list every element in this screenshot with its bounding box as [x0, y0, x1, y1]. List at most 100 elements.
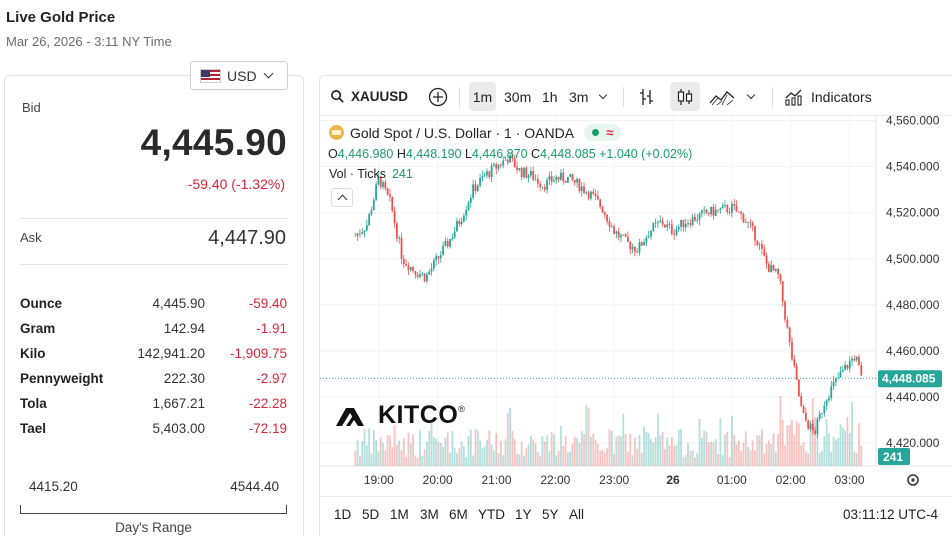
volume-bar — [788, 425, 791, 466]
unit-row: Tael 5,403.00 -72.19 — [20, 416, 287, 441]
candle-body — [449, 239, 451, 247]
range-1y[interactable]: 1Y — [515, 507, 532, 522]
interval-1h[interactable]: 1h — [542, 88, 558, 105]
candle-body — [689, 223, 692, 225]
volume-bar — [777, 433, 780, 466]
x-tick-label: 19:00 — [364, 473, 394, 487]
candle-body — [550, 176, 553, 182]
candle-body — [700, 210, 703, 214]
candle-body — [781, 281, 784, 302]
interval-30m[interactable]: 30m — [504, 88, 532, 105]
range-1d[interactable]: 1D — [334, 507, 352, 522]
range-1m[interactable]: 1M — [390, 507, 409, 522]
range-3m[interactable]: 3M — [420, 507, 439, 522]
collapse-legend-button[interactable] — [331, 188, 353, 207]
low-value: 4,446.870 — [471, 147, 528, 161]
candle-body — [731, 203, 733, 213]
unit-name: Pennyweight — [20, 371, 104, 386]
candle-body — [772, 264, 775, 271]
volume-bar — [499, 440, 502, 466]
ask-price: 4,447.90 — [208, 227, 286, 249]
unit-change: -72.19 — [248, 421, 287, 436]
volume-bar — [793, 434, 796, 466]
volume-bar — [668, 445, 671, 466]
last-volume-label: 241 — [883, 450, 903, 464]
volume-bar — [666, 437, 669, 466]
candle-body — [691, 216, 694, 225]
volume-bar — [453, 447, 456, 466]
volume-bar — [428, 431, 431, 466]
range-6m[interactable]: 6M — [449, 507, 468, 522]
candle-body — [636, 251, 639, 253]
volume-bar — [592, 433, 595, 466]
volume-bar — [555, 455, 558, 466]
volume-bar — [458, 448, 461, 466]
candle-body — [365, 225, 368, 231]
volume-bar — [830, 451, 833, 466]
volume-bar — [633, 437, 636, 466]
range-5y[interactable]: 5Y — [542, 507, 559, 522]
low-label: L — [464, 147, 472, 161]
interval-1m[interactable]: 1m — [469, 82, 496, 111]
volume-bar — [449, 452, 451, 466]
candle-body — [523, 167, 525, 177]
candle-body — [624, 234, 627, 237]
volume-bar — [657, 413, 659, 466]
candle-body — [419, 274, 421, 277]
currency-select[interactable]: USD — [190, 61, 288, 90]
volume-bar — [661, 432, 664, 466]
candle-body — [516, 167, 518, 171]
compare-button[interactable] — [428, 82, 448, 111]
high-label: H — [396, 147, 406, 161]
interval-3m[interactable]: 3m — [569, 88, 589, 105]
volume-bar — [363, 428, 366, 466]
range-5d[interactable]: 5D — [362, 507, 380, 522]
y-tick-label: 4,480.000 — [886, 298, 940, 312]
volume-bar — [798, 423, 800, 466]
market-status-badge[interactable]: ≈ — [584, 124, 622, 141]
change-value: +1.040 (+0.02%) — [599, 147, 693, 161]
x-tick-label: 03:00 — [835, 473, 865, 487]
indicators-button[interactable]: Indicators — [784, 82, 872, 111]
volume-bar — [726, 431, 729, 466]
candle-body — [698, 213, 701, 220]
plus-circle-icon — [428, 87, 448, 106]
candle-body — [481, 176, 484, 179]
volume-label: Vol · Ticks — [329, 167, 386, 181]
interval-dropdown[interactable] — [598, 82, 608, 111]
chart-clock[interactable]: 03:11:12 UTC-4 — [842, 507, 938, 522]
volume-bar — [710, 441, 713, 466]
volume-bar — [848, 433, 851, 466]
candle-body — [832, 381, 835, 387]
candle-body — [756, 240, 759, 246]
candles-button[interactable] — [670, 82, 700, 111]
range-ytd[interactable]: YTD — [478, 507, 505, 522]
candle-body — [712, 206, 715, 216]
volume-value: 241 — [391, 167, 413, 181]
volume-bar — [724, 434, 726, 466]
volume-bar — [557, 450, 560, 466]
symbol-search[interactable]: XAUUSD — [330, 82, 408, 111]
candle-body — [569, 174, 572, 177]
unit-price: 1,667.21 — [152, 396, 205, 411]
unit-row: Ounce 4,445.90 -59.40 — [20, 291, 287, 316]
volume-bar — [758, 435, 761, 466]
candle-body — [379, 176, 382, 187]
candle-body — [497, 164, 500, 169]
candle-body — [788, 327, 791, 342]
candle-body — [453, 231, 456, 238]
bar-style-button[interactable] — [638, 82, 656, 111]
chart-type-button[interactable] — [709, 82, 735, 111]
volume-bar — [548, 451, 551, 466]
search-icon — [331, 90, 344, 103]
price-chart[interactable]: 4,560.000 4,540.000 4,520.000 4,500.000 4,48… — [320, 116, 952, 496]
candle-body — [599, 199, 602, 207]
volume-bar — [518, 454, 521, 466]
volume-bar — [414, 455, 417, 466]
volume-bar — [576, 438, 579, 466]
range-all[interactable]: All — [569, 507, 585, 522]
high-value: 4,448.190 — [405, 147, 462, 161]
candle-body — [777, 269, 780, 275]
chart-type-dropdown[interactable] — [746, 82, 756, 111]
candle-body — [536, 179, 539, 184]
